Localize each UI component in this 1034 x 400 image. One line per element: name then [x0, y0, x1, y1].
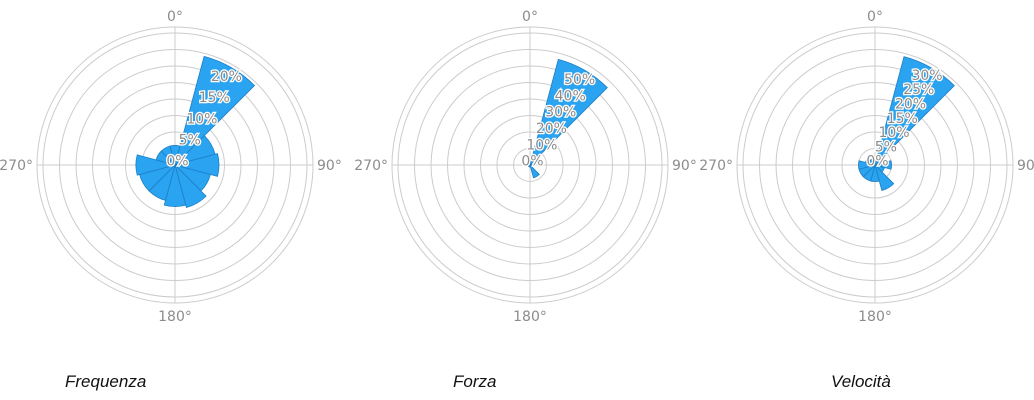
- rose-bar: [173, 153, 220, 177]
- rose-bar: [174, 163, 207, 208]
- rose-bar: [858, 160, 877, 170]
- rose-bar: [160, 145, 176, 167]
- radial-tick-label: 0%: [521, 154, 543, 170]
- radial-tick-label: 15%: [199, 90, 230, 106]
- rose-bar: [874, 163, 895, 191]
- direction-label: 90°: [672, 158, 697, 174]
- radial-tick-label: 30%: [911, 68, 942, 84]
- radial-tick-label: 25%: [903, 82, 934, 98]
- rose-bar: [869, 158, 876, 167]
- direction-label: 270°: [0, 158, 33, 174]
- rose-bar: [529, 163, 540, 179]
- radial-tick-label: 20%: [895, 97, 926, 113]
- rose-bar: [526, 160, 531, 167]
- direction-label: 270°: [354, 158, 388, 174]
- direction-label: 180°: [513, 309, 547, 325]
- radial-tick-label: 20%: [211, 69, 242, 85]
- radial-tick-label: 20%: [536, 121, 567, 137]
- radial-tick-label: 10%: [186, 111, 217, 127]
- chart-title-velocita: Velocità: [831, 372, 891, 391]
- direction-label: 0°: [867, 9, 883, 25]
- rose-bar: [874, 56, 955, 167]
- radial-tick-label: 40%: [555, 88, 586, 104]
- direction-label: 0°: [522, 9, 538, 25]
- rose-bar: [864, 157, 877, 166]
- radial-tick-label: 10%: [526, 137, 557, 153]
- direction-label: 90°: [317, 158, 342, 174]
- radial-tick-label: 0%: [166, 154, 188, 170]
- rose-bar: [873, 160, 892, 170]
- radial-tick-label: 30%: [545, 105, 576, 121]
- radial-tick-label: 10%: [878, 125, 909, 141]
- chart-title-frequenza: Frequenza: [65, 372, 147, 391]
- direction-label: 0°: [167, 9, 183, 25]
- chart-title-forza: Forza: [453, 372, 497, 391]
- rose-bar: [163, 163, 187, 207]
- chart-frequenza: 0° 90° 180° 270° 0% 5% 10% 15% 20%: [0, 9, 342, 325]
- rose-bar: [135, 154, 177, 176]
- direction-label: 180°: [158, 309, 192, 325]
- radial-tick-label: 5%: [179, 133, 201, 149]
- rose-bar: [529, 58, 608, 167]
- radial-tick-label: 5%: [875, 139, 897, 155]
- radial-tick-label: 0%: [866, 154, 888, 170]
- radial-tick-label: 50%: [564, 72, 595, 88]
- rose-bar: [174, 55, 256, 167]
- direction-label: 180°: [858, 309, 892, 325]
- chart-velocita: 0° 90° 180° 270° 0%5%10%15%20%25%30%: [699, 9, 1034, 325]
- direction-label: 270°: [699, 158, 733, 174]
- radial-tick-label: 15%: [887, 111, 918, 127]
- direction-label: 90°: [1017, 158, 1034, 174]
- chart-forza: 0° 90° 180° 270° 0%10%20%30%40%50%: [354, 9, 697, 325]
